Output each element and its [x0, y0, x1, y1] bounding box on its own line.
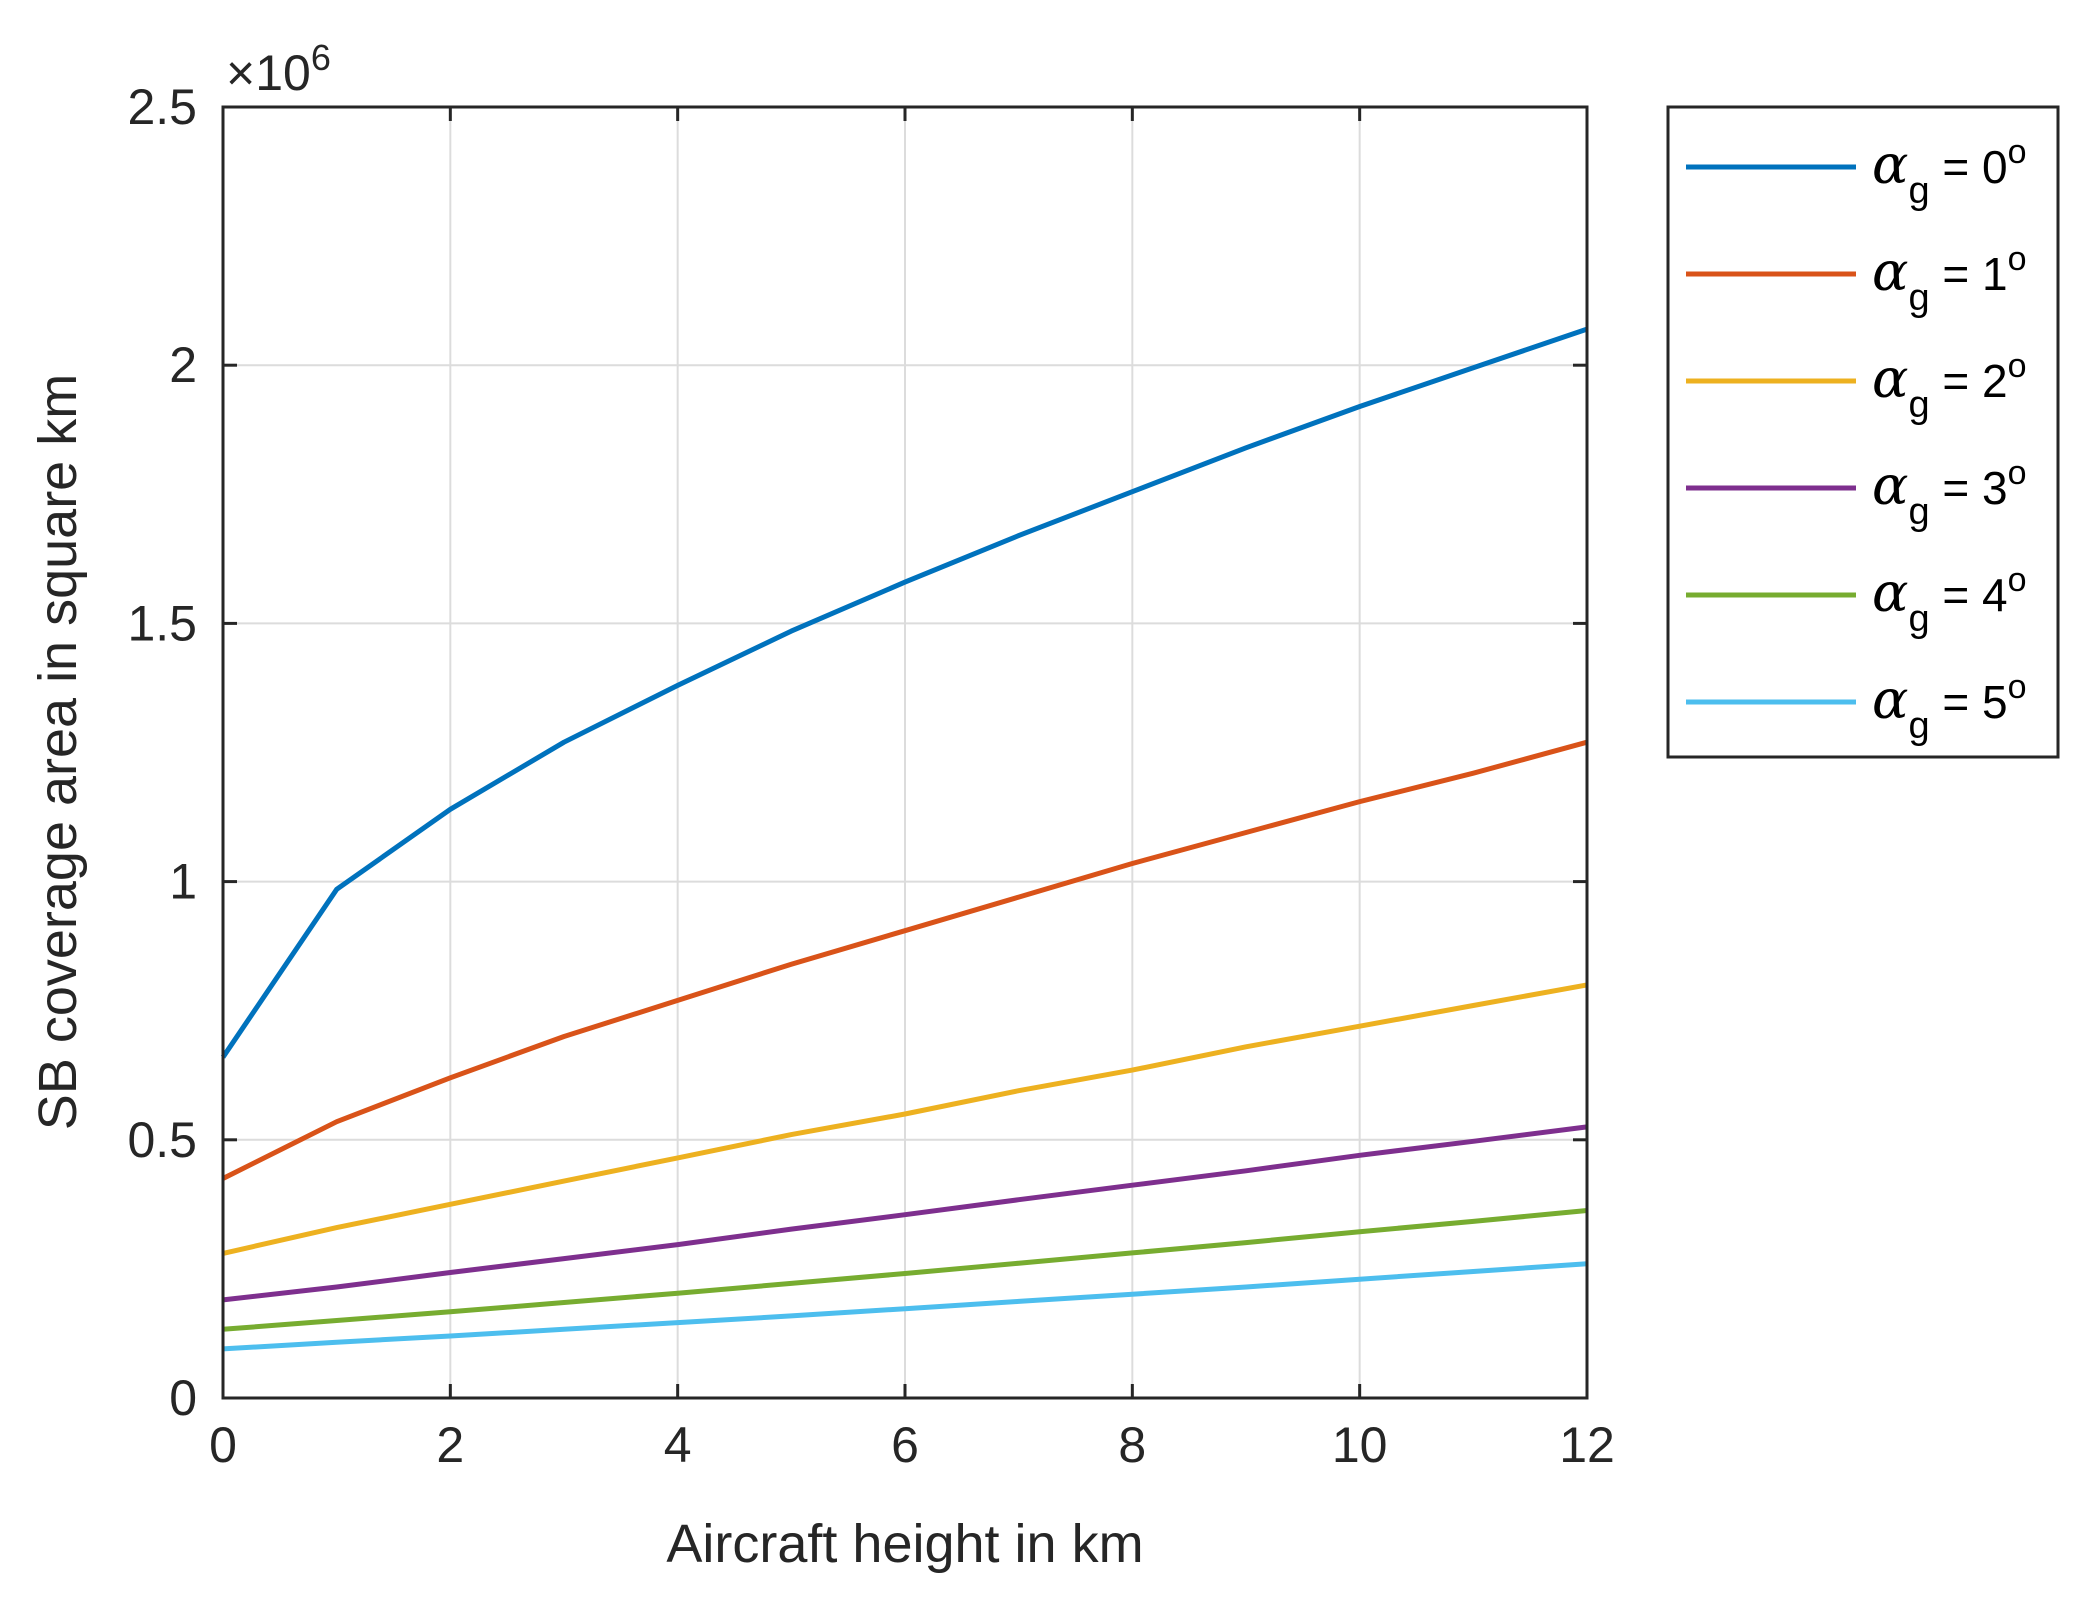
- legend-entry-4-sub: g: [1908, 598, 1929, 640]
- x-tick-label: 10: [1332, 1417, 1388, 1473]
- x-axis-label: Aircraft height in km: [666, 1514, 1143, 1574]
- y-tick-label: 2: [169, 337, 197, 393]
- series-line-1: [221, 739, 1588, 1181]
- y-exponent-base: ×10: [226, 45, 311, 101]
- legend-entry-2-value_text: 2: [1982, 355, 2008, 407]
- legend-entry-1-value_text: 1: [1982, 248, 2008, 300]
- legend-entry-0-deg: o: [2008, 133, 2027, 171]
- legend-entry-3: αg = 3o: [1872, 454, 2027, 533]
- legend-entry-5-value_text: 5: [1982, 676, 2008, 728]
- series-line-4: [222, 1208, 1588, 1332]
- legend-entry-0-value_text: 0: [1982, 141, 2008, 193]
- legend-entry-0-sub: g: [1908, 170, 1929, 212]
- legend-entry-2-sub: g: [1908, 384, 1929, 426]
- legend-entry-1-symbol: α: [1872, 240, 1908, 303]
- legend-entry-3-value_text: 3: [1982, 462, 2008, 514]
- legend-entry-0: αg = 0o: [1872, 133, 2027, 212]
- x-tick-label: 4: [664, 1417, 692, 1473]
- y-tick-label: 2.5: [127, 79, 197, 135]
- legend-entry-0-symbol: α: [1872, 133, 1908, 196]
- legend-entry-2-deg: o: [2008, 347, 2027, 385]
- series-lines: [220, 326, 1588, 1352]
- legend-entry-3-sub: g: [1908, 491, 1929, 533]
- series-line-3: [222, 1124, 1588, 1303]
- x-tick-label: 6: [891, 1417, 919, 1473]
- legend-entry-4-symbol: α: [1872, 561, 1908, 624]
- legend-entry-3-equals: =: [1930, 462, 1982, 514]
- legend-entry-4-deg: o: [2008, 561, 2027, 599]
- legend-entry-3-symbol: α: [1872, 454, 1908, 517]
- legend-entry-5-symbol: α: [1872, 668, 1908, 731]
- legend-entry-1-deg: o: [2008, 240, 2027, 278]
- legend-entry-5: αg = 5o: [1872, 668, 2027, 747]
- legend-entry-1-sub: g: [1908, 277, 1929, 319]
- y-tick-label: 0: [169, 1370, 197, 1426]
- axis-ticks: 0 2 4 6 8 10 12 0 0.5 1 1.5 2 2.5: [127, 79, 1614, 1473]
- legend-entry-0-equals: =: [1930, 141, 1982, 193]
- x-tick-label: 0: [209, 1417, 237, 1473]
- y-tick-label: 1.5: [127, 595, 197, 651]
- legend-entry-2-equals: =: [1930, 355, 1982, 407]
- y-exponent-label: ×106: [226, 37, 331, 101]
- y-tick-label: 1: [169, 854, 197, 910]
- legend-entry-3-deg: o: [2008, 454, 2027, 492]
- x-tick-label: 2: [436, 1417, 464, 1473]
- legend-entry-4: αg = 4o: [1872, 561, 2027, 640]
- series-line-5: [222, 1261, 1588, 1352]
- legend-entry-1: αg = 1o: [1872, 240, 2027, 319]
- legend-entry-5-equals: =: [1930, 676, 1982, 728]
- legend-box: [1666, 105, 2060, 759]
- legend-entry-1-equals: =: [1930, 248, 1982, 300]
- legend-entry-5-deg: o: [2008, 668, 2027, 706]
- x-tick-label: 12: [1559, 1417, 1615, 1473]
- x-tick-label: 8: [1118, 1417, 1146, 1473]
- legend-entry-4-value_text: 4: [1982, 569, 2008, 621]
- legend-entry-5-sub: g: [1908, 705, 1929, 747]
- y-tick-label: 0.5: [127, 1112, 197, 1168]
- series-line-2: [222, 982, 1588, 1256]
- y-axis-label: SB coverage area in square km: [28, 374, 88, 1130]
- legend-entry-4-equals: =: [1930, 569, 1982, 621]
- y-exponent-power: 6: [311, 37, 331, 78]
- legend-entry-2-symbol: α: [1872, 347, 1908, 410]
- series-line-0: [220, 326, 1588, 1059]
- legend-entry-2: αg = 2o: [1872, 347, 2027, 426]
